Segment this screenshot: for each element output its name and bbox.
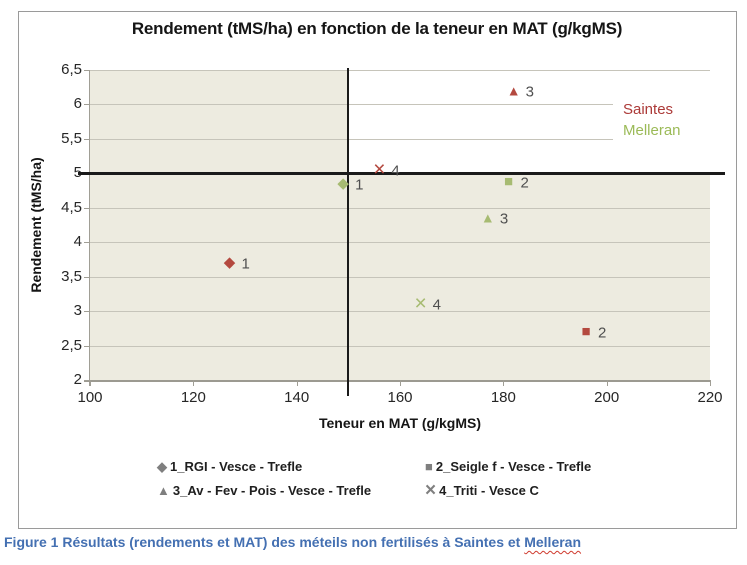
x-tick-label: 160 [387,389,413,406]
data-point-label: 1 [241,255,250,273]
y-tick-mark [84,311,90,313]
legend-diamond-icon: ◆ [157,459,167,474]
y-tick-label: 6 [73,95,82,113]
x-tick-mark [400,380,401,386]
x-tick-label: 120 [180,389,206,406]
reference-line-vertical [347,68,350,396]
y-tick-label: 2 [73,371,82,388]
x-tick-label: 220 [697,389,723,406]
gridline [90,207,710,209]
data-point-diamond: ◆ [223,254,236,272]
y-axis-line [89,70,90,386]
y-tick-label: 3,5 [61,267,82,285]
data-point-triangle: ▲ [480,209,495,226]
y-tick-mark [84,138,90,140]
legend-entry: ◆ 1_RGI - Vesce - Trefle [157,459,425,474]
y-tick-mark [84,207,90,209]
figure-caption-misspelled-word: Melleran [524,534,582,550]
legend-entry-label: 1_RGI - Vesce - Trefle [170,459,303,474]
legend-entry: ■ 2_Seigle f - Vesce - Trefle [425,459,591,474]
chart-title: Rendement (tMS/ha) en fonction de la ten… [131,19,623,38]
x-tick-mark [90,380,91,386]
series-label-melleran: Melleran [623,121,681,139]
gridline [90,138,710,140]
plot-area [90,70,710,381]
legend-x-icon: × [425,480,437,501]
x-tick-mark [503,380,505,386]
gridline [90,104,710,106]
legend-entry: × 4_Triti - Vesce C [425,481,591,500]
gridline [90,345,710,347]
data-point-square: ■ [581,322,591,340]
y-tick-mark [84,276,90,278]
x-tick-label: 100 [77,389,103,406]
y-tick-mark [84,345,90,347]
data-point-x: × [414,292,427,316]
y-tick-mark [84,70,90,71]
gridline [90,276,710,278]
data-point-label: 2 [598,324,607,342]
y-tick-mark [84,104,90,106]
legend-entry-label: 3_Av - Fev - Pois - Vesce - Trefle [172,483,372,498]
legend-entry-label: 4_Triti - Vesce C [439,483,539,498]
data-point-label: 4 [391,162,400,180]
data-point-label: 2 [520,174,529,192]
data-point-label: 1 [355,176,364,194]
y-tick-label: 5 [42,164,82,181]
series-label-saintes: Saintes [623,100,674,118]
data-point-triangle: ▲ [506,82,521,99]
legend-entry: ▲ 3_Av - Fev - Pois - Vesce - Trefle [157,481,425,500]
data-point-label: 3 [499,210,509,228]
data-point-label: 3 [525,83,534,101]
figure-caption-text: Figure 1 Résultats (rendements et MAT) d… [4,534,525,550]
data-point-square: ■ [503,173,514,191]
series-name-labels: Saintes Melleran [613,91,713,149]
y-tick-label: 3 [73,302,82,320]
y-tick-label: 4,5 [61,198,82,216]
x-tick-mark [193,380,195,386]
x-tick-mark [710,380,711,386]
y-tick-label: 4 [73,233,82,251]
y-tick-mark [84,242,90,244]
legend-entry-label: 2_Seigle f - Vesce - Trefle [435,459,592,474]
y-tick-label: 5,5 [61,129,82,147]
y-tick-label: 2,5 [61,336,82,354]
y-tick-label: 6,5 [61,61,82,78]
x-axis-title: Teneur en MAT (g/kgMS) [318,415,482,431]
data-point-diamond: ◆ [337,174,349,192]
x-tick-mark [296,380,298,386]
legend-square-icon: ■ [425,459,433,474]
gridline [90,311,710,313]
data-point-x: × [373,157,386,181]
x-tick-label: 180 [490,389,516,406]
x-tick-mark [606,380,608,386]
y-tick-mark [84,380,90,381]
legend-triangle-icon: ▲ [157,483,170,498]
reference-line-horizontal [78,171,725,175]
x-tick-label: 140 [284,389,310,406]
gridline [90,70,710,71]
x-tick-label: 200 [594,389,620,406]
x-axis-line [84,380,711,382]
data-point-label: 4 [432,296,441,314]
chart-legend: ◆ 1_RGI - Vesce - Trefle ■ 2_Seigle f - Ves… [157,459,591,500]
figure-caption: Figure 1 Résultats (rendements et MAT) d… [4,534,744,550]
y-axis-title: Rendement (tMS/ha) [28,157,44,293]
gridline [90,242,710,244]
